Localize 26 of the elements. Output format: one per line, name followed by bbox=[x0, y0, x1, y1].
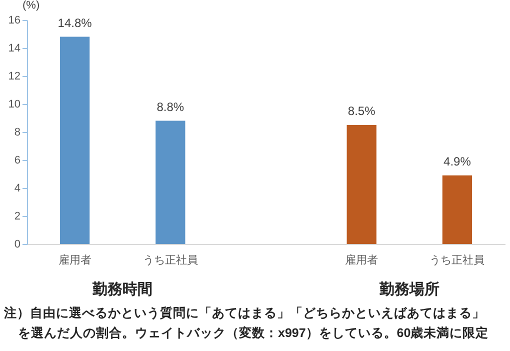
bar bbox=[156, 120, 186, 244]
bar bbox=[60, 36, 90, 244]
y-tick-label: 6 bbox=[14, 154, 20, 166]
data-label: 8.5% bbox=[348, 104, 376, 118]
y-tick-label: 2 bbox=[14, 210, 20, 222]
x-tick-label: 雇用者 bbox=[345, 254, 378, 266]
text: 注）自由に選べるかという質問に「あてはまる」「どちらかといえばあてはまる」 bbox=[3, 305, 485, 320]
y-tick-label: 8 bbox=[14, 126, 20, 138]
text: 勤務場所 bbox=[378, 281, 440, 298]
y-tick-label: 4 bbox=[14, 182, 20, 194]
y-axis-title: (%) bbox=[22, 0, 40, 12]
y-tick-label: 0 bbox=[14, 238, 20, 250]
data-label: 4.9% bbox=[444, 154, 472, 168]
data-label: 14.8% bbox=[58, 16, 92, 30]
x-tick-label: うち正社員 bbox=[430, 254, 485, 266]
x-tick-label: うち正社員 bbox=[142, 254, 198, 266]
y-tick-label: 16 bbox=[8, 14, 20, 26]
text: を選んだ人の割合。ウェイトバック（変数：x997）をしている。60歳未満に限定 bbox=[18, 325, 489, 340]
bar bbox=[442, 175, 472, 244]
y-tick-label: 12 bbox=[8, 70, 20, 82]
text: 勤務時間 bbox=[92, 281, 153, 298]
y-tick-label: 10 bbox=[8, 98, 20, 110]
bar bbox=[346, 125, 376, 244]
data-label: 8.8% bbox=[156, 100, 184, 114]
x-tick-label: 雇用者 bbox=[58, 254, 92, 266]
y-tick-label: 14 bbox=[8, 42, 20, 54]
